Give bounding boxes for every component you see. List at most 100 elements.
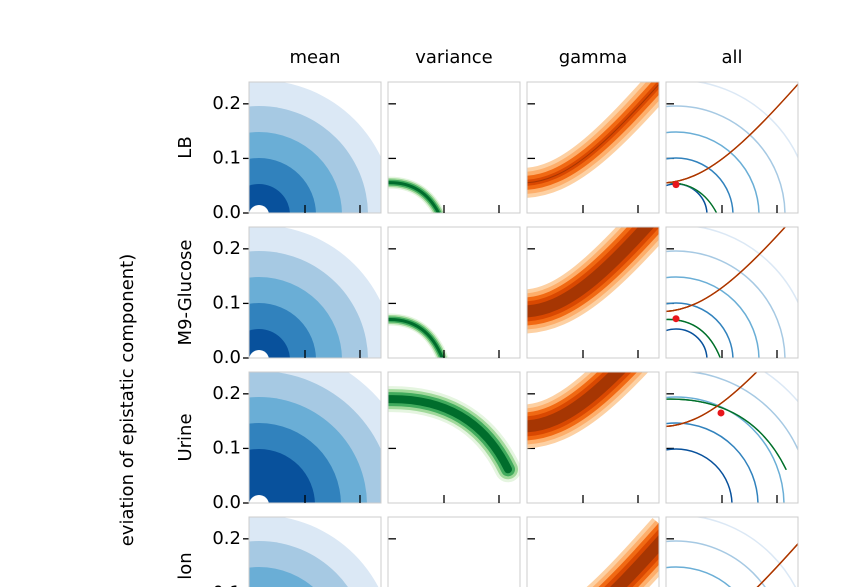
panel-contours <box>527 372 649 449</box>
y-tick-label: 0.1 <box>212 147 241 168</box>
contour-line <box>666 227 787 312</box>
panel-contours <box>388 176 446 213</box>
row-label: M9-Glucose <box>175 240 196 346</box>
contour-fill <box>388 181 441 213</box>
column-title: mean <box>289 47 340 68</box>
row-label: Urine <box>175 413 196 461</box>
y-tick-label: 0.2 <box>212 528 241 549</box>
panel-contours <box>249 227 381 358</box>
contour-line <box>666 227 787 312</box>
panel-frame <box>387 371 521 504</box>
panel-contours <box>527 227 659 334</box>
contour-line <box>666 83 798 184</box>
panel-frame <box>665 516 799 587</box>
contour-fill <box>527 227 655 318</box>
contour-fill <box>249 495 269 503</box>
panel-contours <box>666 227 798 358</box>
contour-line <box>666 302 734 358</box>
panel-contours <box>249 372 381 503</box>
panel-contours <box>666 82 798 213</box>
contour-line <box>666 398 787 470</box>
contour-fill <box>249 567 314 587</box>
contour-line <box>666 250 786 358</box>
contour-line <box>666 448 733 503</box>
contour-line <box>666 227 787 312</box>
column-title: gamma <box>559 47 628 68</box>
contour-fill <box>527 372 627 433</box>
panel-contours <box>527 82 659 198</box>
panel-contours <box>249 82 381 213</box>
panel-frame <box>248 226 382 359</box>
contour-line <box>666 396 785 503</box>
row-label: LB <box>175 136 196 158</box>
y-tick-label: 0.1 <box>212 437 241 458</box>
panel-frame <box>526 226 660 359</box>
contour-line <box>666 83 798 184</box>
panel-frame <box>387 226 521 359</box>
panel-frame <box>526 81 660 214</box>
panel-contours <box>249 517 379 587</box>
contour-line <box>666 318 721 358</box>
contour-fill <box>249 350 269 358</box>
y-tick-label: 0.2 <box>212 93 241 114</box>
contour-line <box>666 83 798 184</box>
panel-contours <box>666 372 798 503</box>
contour-line <box>666 422 759 503</box>
panel-contours <box>388 313 449 358</box>
y-tick-label: 0.0 <box>212 492 241 513</box>
contour-line <box>666 83 798 184</box>
panel-contours <box>388 386 520 483</box>
contour-fill <box>527 83 659 184</box>
contour-line <box>666 398 787 470</box>
contour-fill <box>249 449 315 503</box>
contour-line <box>756 542 798 587</box>
y-tick-label: 0.2 <box>212 238 241 259</box>
panel-contours <box>586 517 659 587</box>
y-tick-label: 0.1 <box>212 582 241 587</box>
panel-frame <box>248 371 382 504</box>
contour-line <box>666 328 708 358</box>
panel-frame <box>526 516 660 587</box>
panel-frame <box>248 81 382 214</box>
panel-frame <box>387 81 521 214</box>
row-label: lon <box>175 552 196 579</box>
panel-frame <box>665 371 799 504</box>
contour-line <box>666 227 787 312</box>
y-tick-label: 0.2 <box>212 383 241 404</box>
column-title: variance <box>415 47 493 68</box>
contour-line <box>666 157 734 213</box>
contour-line <box>666 318 721 358</box>
contour-line <box>666 105 786 213</box>
contour-line <box>666 540 766 587</box>
contour-line <box>666 227 787 312</box>
contour-line <box>694 517 797 587</box>
panel-frame <box>526 371 660 504</box>
optimum-point <box>672 181 680 189</box>
contour-line <box>666 131 760 213</box>
y-tick-label: 0.1 <box>212 292 241 313</box>
contour-line <box>666 83 798 184</box>
panel-frame <box>248 516 382 587</box>
contour-fill <box>609 534 659 587</box>
panel-frame <box>665 226 799 359</box>
optimum-point <box>672 315 680 323</box>
contour-fill <box>388 317 444 358</box>
contour-line <box>666 372 758 427</box>
contour-line <box>666 398 787 470</box>
panel-frame <box>387 516 521 587</box>
contour-line <box>666 276 760 358</box>
contour-line <box>666 318 721 358</box>
y-tick-label: 0.0 <box>212 347 241 368</box>
contour-line <box>763 372 798 403</box>
contour-line <box>666 398 787 470</box>
contour-fill <box>249 205 269 213</box>
panel-contours <box>666 517 798 587</box>
optimum-point <box>717 409 725 417</box>
y-axis-label: eviation of epistatic component) <box>117 254 138 547</box>
contour-line <box>666 566 732 587</box>
y-tick-label: 0.0 <box>212 202 241 223</box>
contour-line <box>666 318 721 358</box>
contour-fill <box>388 395 512 474</box>
column-title: all <box>721 47 742 68</box>
